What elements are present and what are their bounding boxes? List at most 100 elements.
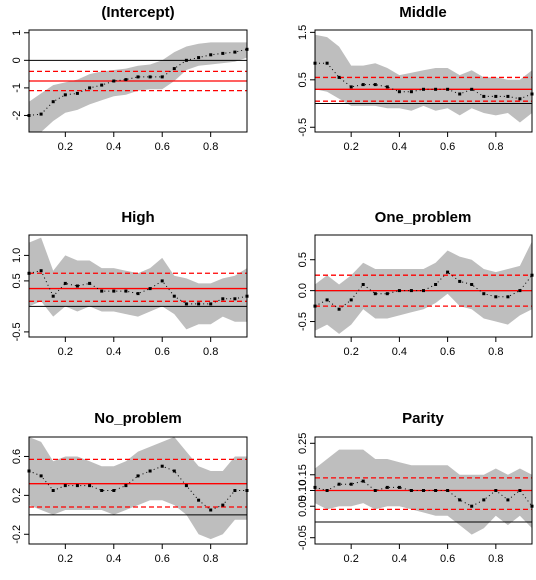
x-tick-label: 0.6 [440,346,455,358]
y-tick-label: 0.6 [11,449,23,464]
plot-frame [314,29,533,133]
quantile-estimate-point [422,87,425,91]
x-tick-label: 0.2 [344,141,359,153]
plot-frame [314,234,533,338]
quantile-estimate-point [160,75,164,79]
confidence-band [29,237,247,330]
quantile-estimate-point [112,489,116,492]
quantile-estimate-point [446,87,450,91]
quantile-estimate-point [458,279,462,283]
x-tick-label: 0.4 [106,141,121,153]
confidence-band [29,42,247,132]
x-tick-label: 0.8 [203,553,218,565]
quantile-estimate-point [482,94,486,98]
quantile-estimate-point [184,302,188,306]
y-tick-label: -0.2 [11,525,23,544]
quantile-estimate-point [434,87,438,91]
quantile-estimate-point [63,281,67,285]
quantile-estimate-point [494,489,498,492]
quantile-estimate-point [385,292,389,296]
x-tick-label: 0.2 [58,553,73,565]
quantile-estimate-point [221,297,225,301]
quantile-estimate-point [148,75,152,79]
x-tick-label: 0.4 [392,346,407,358]
quantile-estimate-point [51,294,55,298]
quantile-estimate-point [349,298,353,302]
quantile-estimate-point [397,289,401,293]
quantile-estimate-point [184,484,188,488]
quantile-estimate-point [325,489,329,492]
quantile-estimate-point [136,474,140,478]
y-tick-label: -1 [11,83,23,93]
panel-title: High [121,209,154,226]
quantile-estimate-point [148,469,152,473]
x-tick-label: 0.6 [440,553,455,565]
x-tick-label: 0.6 [155,141,170,153]
confidence-band [315,34,532,123]
quantile-estimate-point [209,302,213,306]
y-tick-label: 0.5 [297,72,309,87]
panel-title: (Intercept) [101,4,174,21]
quantile-estimate-point [434,283,438,286]
quantile-estimate-point [63,484,67,488]
quantile-estimate-point [494,94,498,98]
panel-parity: Parity 0.2 0.4 0.6 0.8 -0.05 0.050.100.15 0.25 [297,410,534,565]
quantile-estimate-point [373,83,377,87]
quantile-estimate-point [233,489,237,492]
panel-high: High 0.2 0.4 0.6 0.8 -0.5 0.5 1.0 [11,209,249,358]
quantile-estimate-point [221,51,225,55]
x-tick-label: 0.8 [488,346,503,358]
plot-frame [28,436,248,545]
quantile-estimate-point [518,489,522,492]
quantile-estimate-point [373,292,377,296]
quantile-estimate-point [88,281,92,285]
x-tick-label: 0.6 [155,346,170,358]
x-tick-label: 0.8 [488,553,503,565]
confidence-band [29,437,247,540]
quantile-estimate-point [422,489,425,492]
quantile-estimate-point [446,270,450,274]
quantile-estimate-point [124,484,128,488]
quantile-estimate-point [397,90,401,94]
quantile-estimate-point [172,67,176,71]
quantile-estimate-point [75,284,79,288]
quantile-estimate-point [112,289,116,293]
quantile-estimate-point [337,307,341,311]
quantile-estimate-point [458,498,462,502]
y-tick-label: 0.5 [11,273,23,288]
quantile-estimate-point [172,294,176,298]
y-tick-label: -0.05 [297,525,309,550]
confidence-band [315,241,532,334]
x-tick-label: 0.2 [344,346,359,358]
y-tick-label: 1.0 [11,248,23,263]
quantile-estimate-point [385,85,389,89]
y-tick-label: 1.5 [297,25,309,40]
quantile-estimate-point [409,90,413,94]
quantile-estimate-point [39,269,43,273]
quantile-estimate-point [506,94,510,98]
quantile-estimate-point [361,479,365,483]
panel-middle: Middle 0.2 0.4 0.6 0.8 -0.5 0.5 1.5 [297,4,534,153]
quantile-estimate-point [100,289,104,293]
x-tick-label: 0.4 [106,346,121,358]
x-tick-label: 0.8 [203,346,218,358]
quantile-estimate-point [518,289,522,293]
quantile-estimate-point [160,464,164,468]
quantile-estimate-point [63,93,67,97]
y-tick-label: 0 [11,57,23,63]
quantile-estimate-point [506,295,510,299]
quantile-estimate-point [385,485,389,489]
panel-title: No_problem [94,410,182,427]
quantile-estimate-point [197,498,201,502]
x-tick-label: 0.4 [392,141,407,153]
quantile-estimate-point [148,287,152,291]
quantile-estimate-point [124,78,128,82]
quantile-estimate-point [482,292,486,296]
panel-intercept: (Intercept) 0.2 0.4 0.6 0.8 -2 -1 0 1 [11,4,249,153]
quantile-estimate-point [518,97,522,101]
panel-title: One_problem [375,209,472,226]
panel-no-problem: No_problem 0.2 0.4 0.6 0.8 -0.2 0.2 0.6 [11,410,249,565]
quantile-estimate-point [409,289,413,293]
quantile-estimate-point [221,503,225,507]
y-tick-label: 0.10 [297,480,309,501]
